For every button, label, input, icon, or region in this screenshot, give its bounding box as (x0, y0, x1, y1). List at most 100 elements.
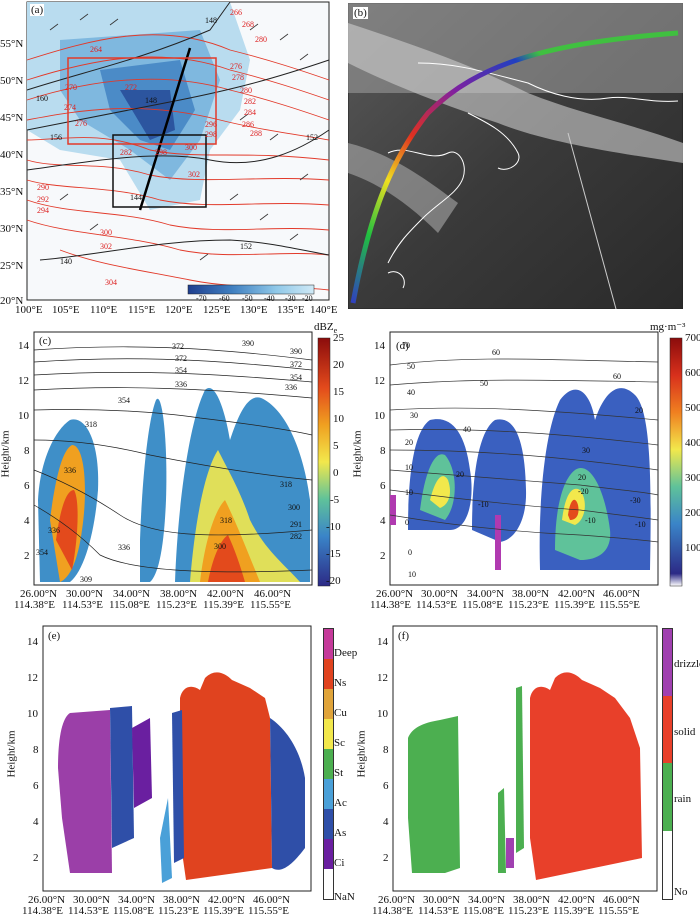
panel-c-plot (33, 331, 331, 587)
panel-d-ylabel: Height/km (351, 430, 364, 478)
xtick-lon: 115.08°E (113, 905, 154, 917)
contour-label: 20 (456, 470, 464, 479)
ytick: 4 (380, 515, 386, 527)
ytick: 12 (27, 672, 38, 684)
lat-tick: 50°N (0, 75, 24, 87)
ytick: 10 (377, 708, 388, 720)
contour-label: 20 (635, 406, 643, 415)
contour-label: 291 (290, 520, 302, 529)
lat-tick: 55°N (0, 38, 24, 50)
contour-label: 290 (37, 183, 49, 192)
xtick-lon: 115.23°E (508, 905, 549, 917)
xtick-lat: 38.00°N (513, 894, 551, 906)
contour-label: 372 (175, 354, 187, 363)
lon-tick: 135°E (277, 304, 305, 316)
category-swatch-cu (324, 689, 333, 719)
ytick: 4 (33, 816, 39, 828)
xtick-lon: 115.55°E (598, 905, 639, 917)
xtick-lat: 34.00°N (467, 588, 505, 600)
ytick: 8 (383, 744, 389, 756)
panel-a: (a) 55°N 50°N 45°N 40°N 35°N 30°N 25°N 2… (0, 0, 340, 320)
xtick-lat: 30.00°N (423, 894, 461, 906)
lon-tick: 120°E (165, 304, 193, 316)
xtick-lat: 46.00°N (254, 588, 292, 600)
panel-c: (c) dBZe Height/km 2 4 6 8 10 12 14 25 2… (0, 320, 348, 611)
contour-label: 276 (75, 119, 87, 128)
xtick-lon: 114.38°E (14, 599, 55, 611)
cb-tick: -20 (302, 294, 313, 303)
contour-label: 268 (242, 20, 254, 29)
contour-label: 10 (408, 570, 416, 579)
ytick: 12 (377, 672, 388, 684)
xtick-lon: 114.38°E (370, 599, 411, 611)
category-swatch-st (324, 749, 333, 779)
cb-tick: 700 (685, 332, 700, 344)
xtick-lon: 115.55°E (248, 905, 289, 917)
cb-tick: -70 (196, 294, 207, 303)
xtick-lon: 115.23°E (508, 599, 549, 611)
xtick-lat: 26.00°N (376, 588, 414, 600)
panel-b-satellite-image (348, 3, 683, 309)
xtick-lat: 26.00°N (28, 894, 66, 906)
xtick-lat: 46.00°N (603, 588, 641, 600)
panel-c-unit: dBZe (314, 321, 337, 335)
cb-tick: 300 (685, 472, 700, 484)
ytick: 6 (383, 780, 389, 792)
cb-tick: 10 (333, 413, 344, 425)
panel-f-label: (f) (397, 630, 410, 642)
contour-label: 280 (255, 35, 267, 44)
contour-label: 276 (230, 62, 242, 71)
xtick-lon: 114.38°E (22, 905, 63, 917)
panel-e: (e) Height/km 2 4 6 8 10 12 14 Deep Ns C… (0, 618, 357, 918)
contour-label: 266 (230, 8, 242, 17)
xtick-lat: 46.00°N (603, 894, 641, 906)
contour-label: 292 (37, 195, 49, 204)
contour-label: 152 (306, 133, 318, 142)
panel-e-label: (e) (47, 630, 62, 642)
category-label: St (334, 767, 344, 779)
contour-label: 144 (130, 193, 142, 202)
contour-label: 336 (175, 380, 187, 389)
contour-label: 160 (36, 94, 48, 103)
contour-label: 298 (155, 148, 167, 157)
xtick-lon: 114.53°E (68, 905, 109, 917)
panel-a-map (26, 1, 330, 301)
cb-tick: 600 (685, 367, 700, 379)
category-swatch-as (324, 809, 333, 839)
xtick-lat: 38.00°N (512, 588, 550, 600)
contour-label: 296 (205, 120, 217, 129)
contour-label: 300 (288, 503, 300, 512)
xtick-lat: 30.00°N (421, 588, 459, 600)
cb-tick: 500 (685, 402, 700, 414)
contour-label: 372 (290, 360, 302, 369)
contour-label: 70 (402, 341, 410, 350)
category-label: Ns (334, 677, 347, 689)
xtick-lon: 115.23°E (156, 599, 197, 611)
contour-label: 282 (290, 532, 302, 541)
contour-label: 0 (408, 548, 412, 557)
category-swatch-nan (324, 869, 333, 899)
cb-tick: 5 (333, 440, 339, 452)
xtick-lon: 115.39°E (203, 599, 244, 611)
xtick-lon: 115.39°E (554, 599, 595, 611)
contour-label: 294 (37, 206, 49, 215)
contour-label: 372 (172, 342, 184, 351)
contour-label: 304 (105, 278, 117, 287)
xtick-lon: 115.39°E (203, 905, 244, 917)
cb-tick: 100 (685, 542, 700, 554)
cb-tick: 0 (333, 467, 339, 479)
category-label: Cu (334, 707, 347, 719)
contour-label: 20 (578, 473, 586, 482)
cb-tick: 15 (333, 386, 344, 398)
ytick: 6 (380, 480, 386, 492)
contour-label: 282 (244, 97, 256, 106)
contour-label: 10 (405, 463, 413, 472)
panel-f-plot (392, 625, 658, 892)
panel-b-label: (b) (353, 7, 368, 19)
ytick: 2 (33, 852, 39, 864)
ytick: 10 (18, 410, 29, 422)
contour-label: 50 (480, 379, 488, 388)
lon-tick: 130°E (240, 304, 268, 316)
cb-tick: -40 (264, 294, 275, 303)
xtick-lat: 34.00°N (118, 894, 156, 906)
